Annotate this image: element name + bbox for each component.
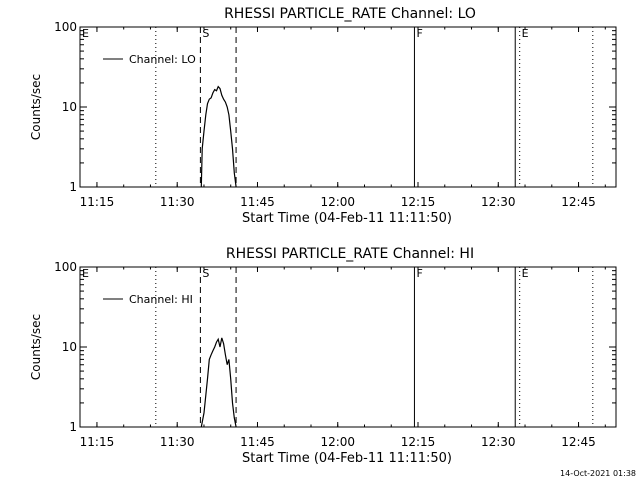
x-tick-label: 11:30 (160, 195, 195, 209)
plot-frame (79, 26, 617, 188)
footer-timestamp: 14-Oct-2021 01:38 (560, 469, 636, 478)
x-axis-label: Start Time (04-Feb-11 11:11:50) (242, 211, 452, 226)
x-tick-label: 11:15 (80, 195, 115, 209)
x-axis-label: Start Time (04-Feb-11 11:11:50) (242, 451, 452, 466)
plot-frame (79, 266, 617, 428)
event-marker-label: E (522, 27, 529, 40)
x-tick-label: 12:00 (320, 435, 355, 449)
x-tick-label: 12:15 (401, 435, 436, 449)
event-marker-label: S (202, 27, 209, 40)
event-marker-label: F (416, 27, 422, 40)
x-tick-label: 11:45 (240, 435, 275, 449)
event-marker-label: F (416, 267, 422, 280)
y-tick-label: 1 (69, 420, 77, 434)
y-tick-label: 10 (62, 340, 77, 354)
chart-2: RHESSI PARTICLE_RATE Channel: HI E S F E 11:1… (29, 246, 617, 466)
chart-1: RHESSI PARTICLE_RATE Channel: LO E S F E 11:1… (29, 6, 617, 226)
y-axis-label: Counts/sec (29, 74, 43, 140)
x-tick-label: 11:15 (80, 435, 115, 449)
legend-label: Channel: LO (129, 53, 196, 66)
event-marker-label: S (202, 267, 209, 280)
legend-label: Channel: HI (129, 293, 193, 306)
x-tick-label: 12:15 (401, 195, 436, 209)
x-tick-label: 11:45 (240, 195, 275, 209)
x-tick-label: 12:45 (561, 195, 596, 209)
y-tick-label: 100 (54, 260, 77, 274)
x-tick-label: 12:30 (481, 195, 516, 209)
x-tick-label: 11:30 (160, 435, 195, 449)
y-axis-label: Counts/sec (29, 314, 43, 380)
event-marker-label: E (82, 267, 89, 280)
y-tick-label: 1 (69, 180, 77, 194)
chart-title: RHESSI PARTICLE_RATE Channel: LO (224, 6, 476, 22)
series-line (200, 85, 237, 188)
x-tick-label: 12:45 (561, 435, 596, 449)
x-tick-label: 12:30 (481, 435, 516, 449)
event-marker-label: E (522, 267, 529, 280)
chart-title: RHESSI PARTICLE_RATE Channel: HI (226, 246, 474, 262)
series-line (200, 337, 237, 428)
y-tick-label: 100 (54, 20, 77, 34)
event-marker-label: E (82, 27, 89, 40)
y-tick-label: 10 (62, 100, 77, 114)
x-tick-label: 12:00 (320, 195, 355, 209)
